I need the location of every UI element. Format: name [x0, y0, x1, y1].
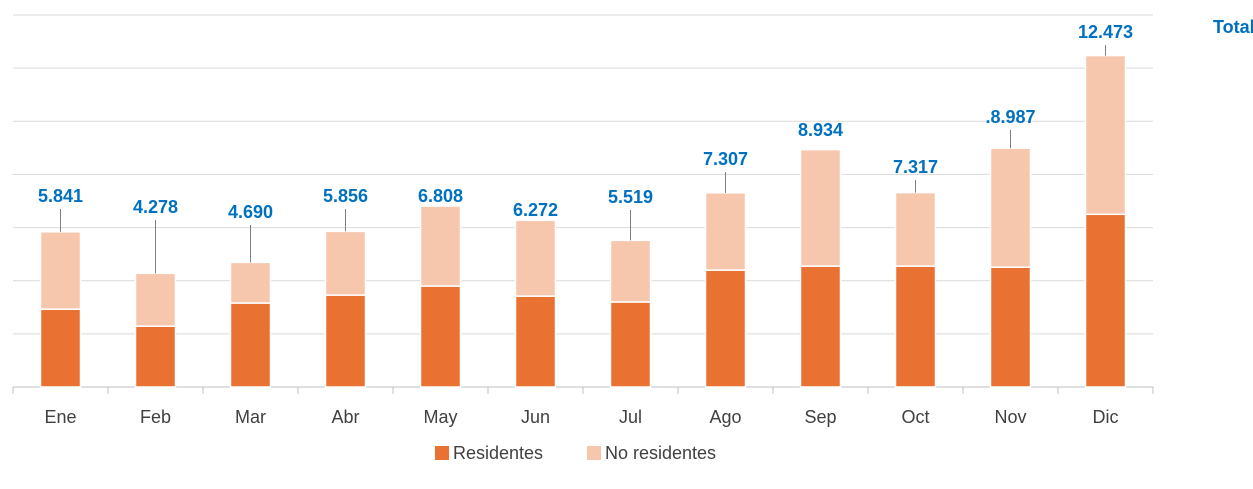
total-label: 8.934 — [798, 120, 843, 140]
x-tick-label: Jun — [521, 407, 550, 427]
total-label: 4.690 — [228, 202, 273, 222]
total-label: 4.278 — [133, 197, 178, 217]
bar-segment — [1084, 54, 1127, 216]
bar-segment — [704, 269, 747, 388]
bar-segment — [894, 265, 937, 388]
bar-segment — [324, 230, 367, 296]
bar-segment — [609, 239, 652, 303]
bar-segment — [229, 261, 272, 304]
bar-segment — [134, 325, 177, 388]
bar-segment — [514, 219, 557, 297]
legend-swatch — [587, 446, 601, 460]
total-label: 12.473 — [1078, 22, 1133, 42]
x-tick-label: Oct — [901, 407, 929, 427]
x-tick-label: Dic — [1093, 407, 1119, 427]
x-tick-label: Nov — [994, 407, 1026, 427]
legend-label: No residentes — [605, 443, 716, 463]
bar-segment — [324, 294, 367, 388]
bar-segment — [419, 205, 462, 287]
bar-segment — [894, 191, 937, 267]
bar-segment — [989, 147, 1032, 268]
x-tick-label: Abr — [331, 407, 359, 427]
x-tick-label: Sep — [804, 407, 836, 427]
bar-segment — [1084, 213, 1127, 388]
x-tick-label: Mar — [235, 407, 266, 427]
total-label: .8.987 — [985, 107, 1035, 127]
legend-label: Residentes — [453, 443, 543, 463]
x-tick-label: Ago — [709, 407, 741, 427]
total-label: 5.841 — [38, 186, 83, 206]
bar-segment — [229, 302, 272, 388]
x-tick-label: Feb — [140, 407, 171, 427]
bar-segment — [134, 272, 177, 327]
bar-segment — [989, 266, 1032, 388]
bar-segment — [799, 265, 842, 388]
x-tick-label: Jul — [619, 407, 642, 427]
totals-legend: Total — [1213, 17, 1253, 37]
total-label: 7.317 — [893, 157, 938, 177]
total-label: 6.272 — [513, 200, 558, 220]
bar-segment — [514, 295, 557, 388]
x-tick-label: Ene — [44, 407, 76, 427]
legend-swatch — [435, 446, 449, 460]
bar-segment — [799, 148, 842, 267]
bar-segment — [39, 231, 82, 310]
total-label: 7.307 — [703, 149, 748, 169]
total-label: 6.808 — [418, 186, 463, 206]
x-tick-label: May — [423, 407, 457, 427]
bar-segment — [419, 285, 462, 388]
total-label: 5.519 — [608, 187, 653, 207]
bar-segment — [39, 308, 82, 388]
bar-segment — [704, 192, 747, 271]
bar-segment — [609, 301, 652, 388]
total-label: 5.856 — [323, 186, 368, 206]
